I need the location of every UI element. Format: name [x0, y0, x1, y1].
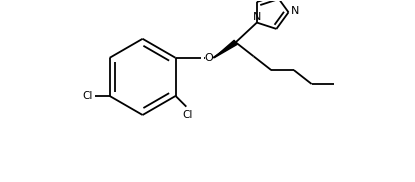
- Text: N: N: [253, 12, 261, 22]
- Text: O: O: [205, 53, 213, 63]
- Text: N: N: [290, 6, 299, 16]
- Text: Cl: Cl: [182, 110, 193, 120]
- Text: Cl: Cl: [83, 91, 93, 101]
- Polygon shape: [214, 40, 237, 58]
